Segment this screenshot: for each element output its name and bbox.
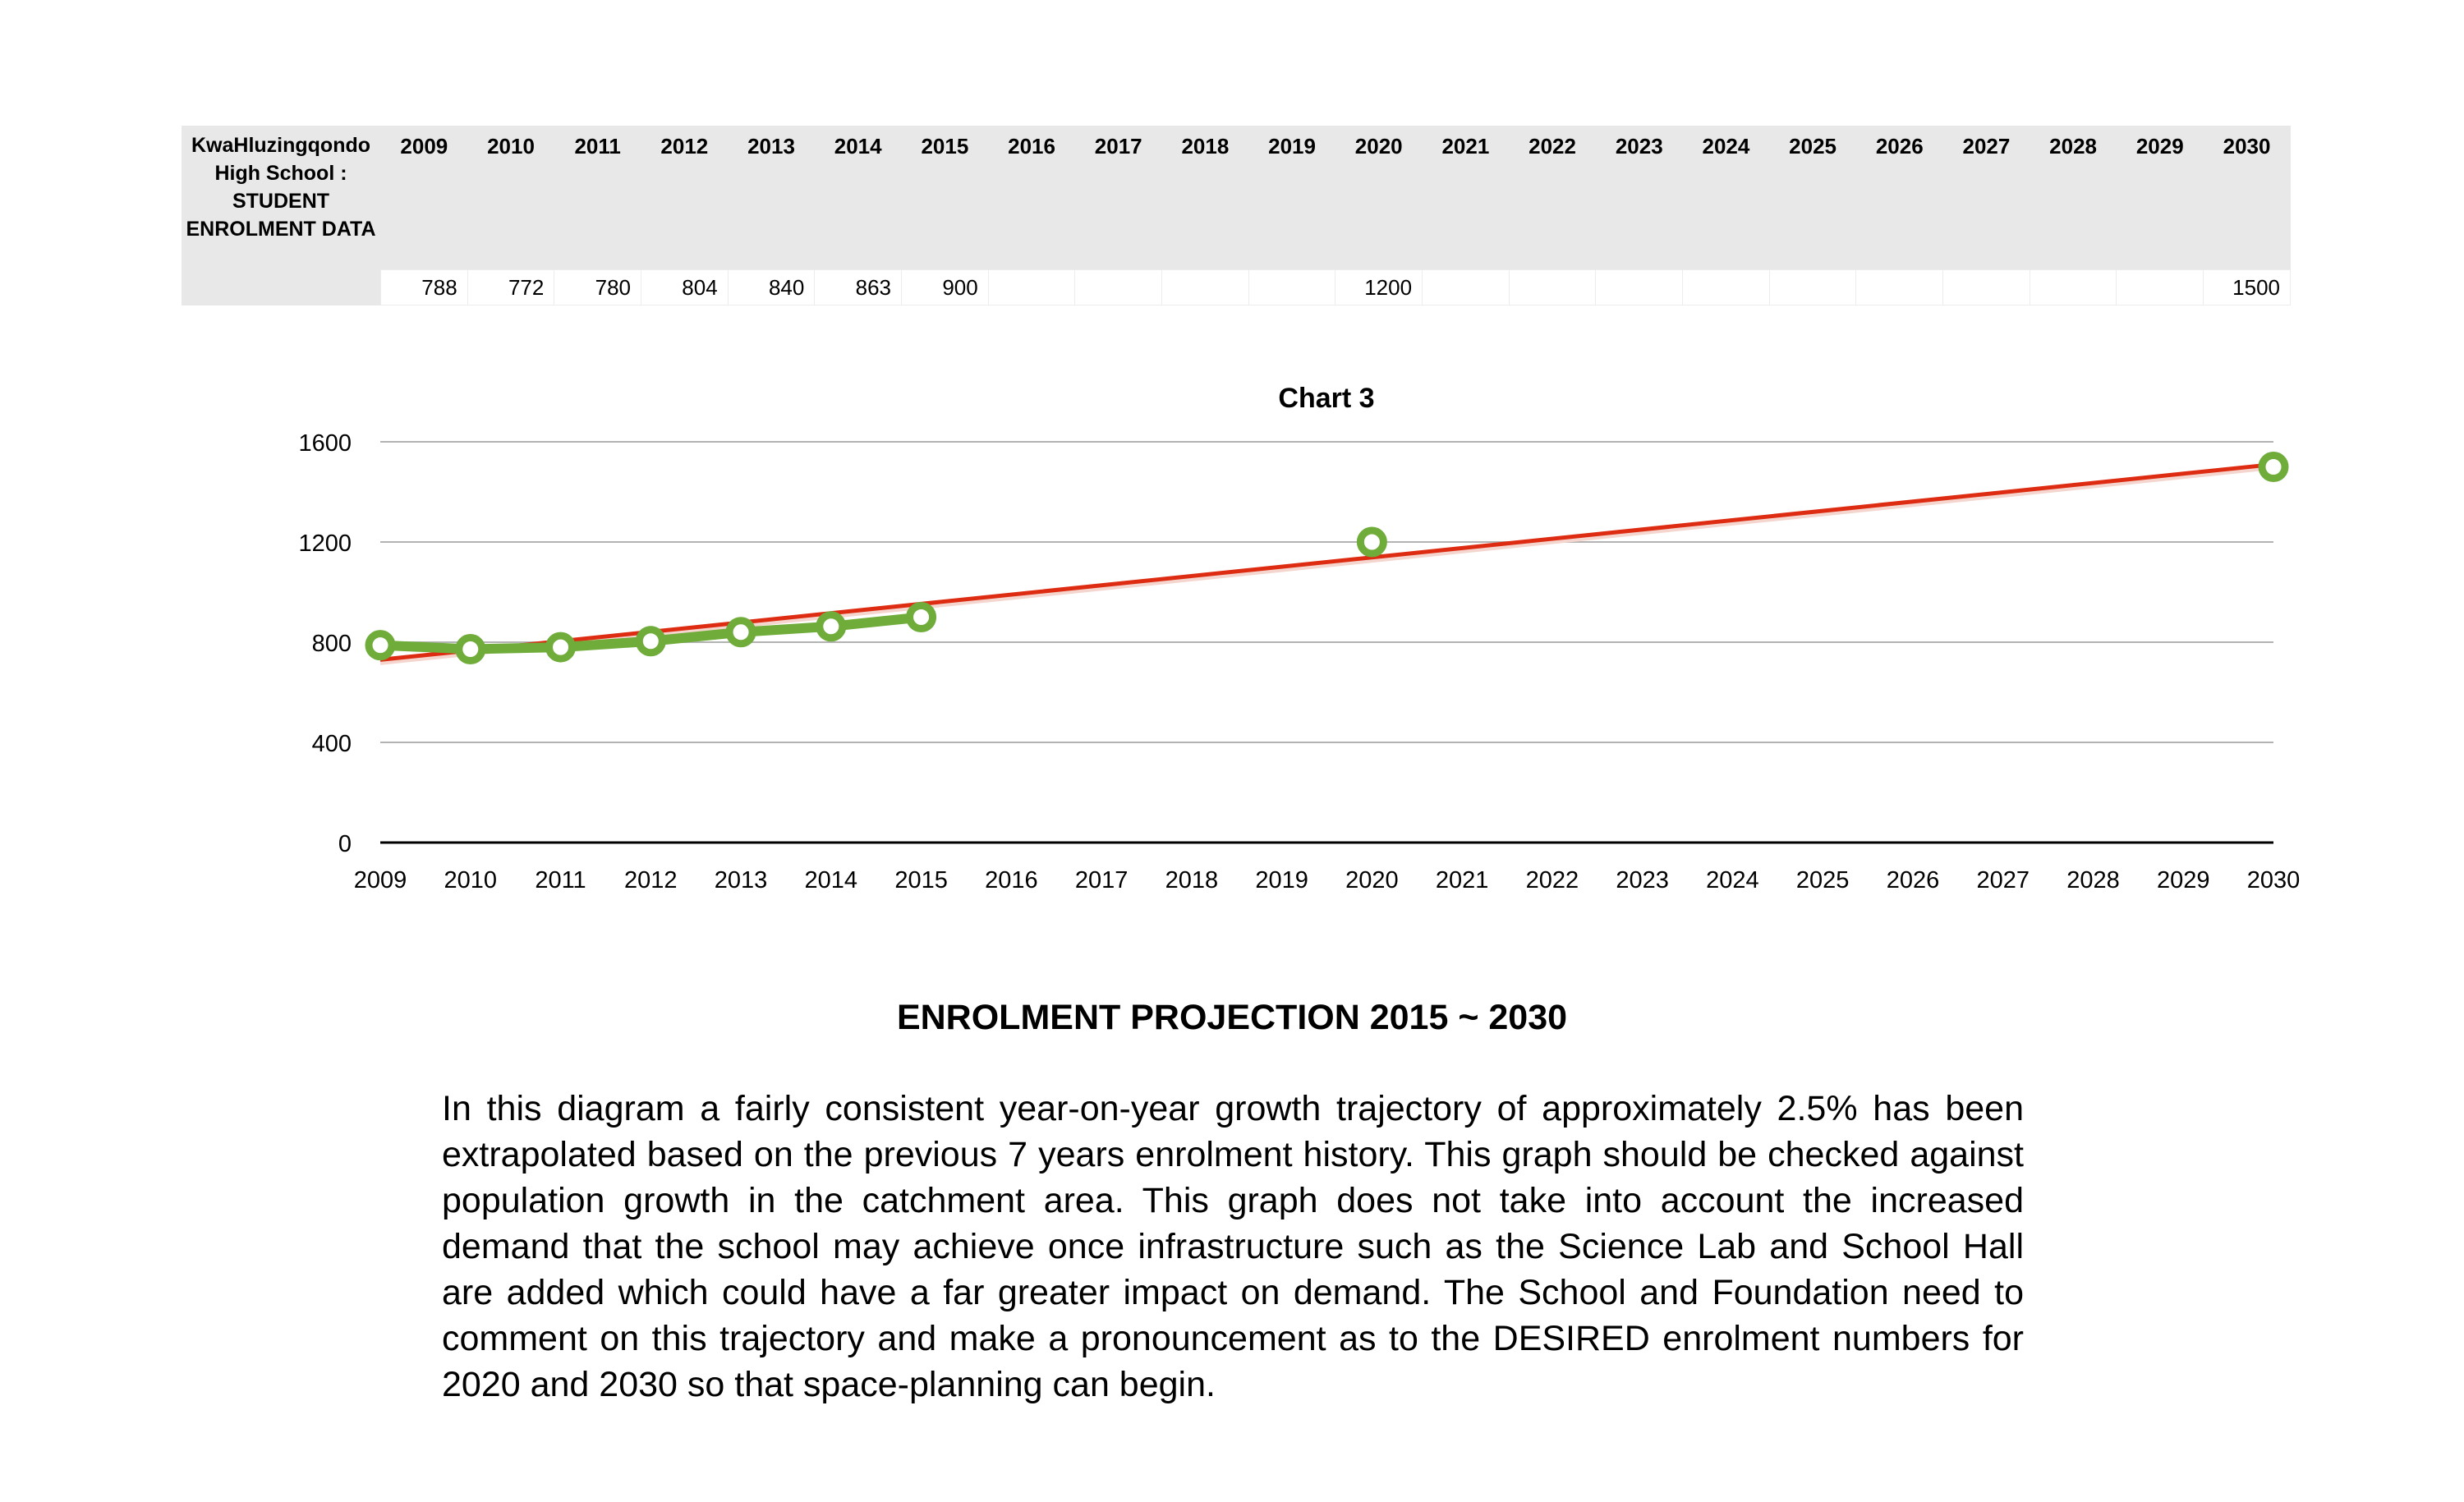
x-tick-label: 2023	[1616, 867, 1669, 893]
chart-y-tick-labels: 0 400 800 1200 1600	[298, 430, 352, 857]
table-year-header: 2021	[1422, 126, 1510, 270]
table-year-header: 2029	[2116, 126, 2204, 270]
table-value-cell	[1508, 269, 1597, 305]
table-year-header: 2013	[728, 126, 815, 270]
data-point-marker	[455, 634, 486, 665]
x-tick-label: 2010	[444, 867, 498, 893]
x-tick-label: 2020	[1345, 867, 1399, 893]
x-tick-label: 2024	[1706, 867, 1759, 893]
table-value-cell	[2116, 269, 2204, 305]
data-point-marker	[906, 602, 937, 632]
table-year-header: 2011	[554, 126, 641, 270]
table-year-header: 2023	[1595, 126, 1683, 270]
table-value-cell	[1074, 269, 1163, 305]
x-tick-label: 2012	[624, 867, 678, 893]
table-year-header: 2028	[2030, 126, 2117, 270]
table-header-row: KwaHluzingqondo High School : STUDENT EN…	[182, 126, 2291, 305]
table-value-cell: 1500	[2203, 269, 2291, 305]
table-value-cell: 804	[641, 269, 729, 305]
x-tick-label: 2019	[1255, 867, 1308, 893]
y-tick-label: 400	[312, 731, 352, 757]
x-tick-label: 2021	[1436, 867, 1489, 893]
enrolment-line-chart: Chart 3 0 400 800 1200 1600 2009 2010 2011 2012…	[298, 383, 2301, 893]
table-value-cell: 788	[380, 269, 468, 305]
table-value-cell	[1595, 269, 1684, 305]
table-year-header: 2026	[1855, 126, 1943, 270]
projection-paragraph: In this diagram a fairly consistent year…	[442, 1089, 2024, 1404]
data-point-marker	[365, 630, 396, 661]
table-year-header: 2030	[2203, 126, 2291, 270]
enrolment-data-table: KwaHluzingqondo High School : STUDENT EN…	[182, 126, 2291, 305]
data-point-marker	[1356, 526, 1387, 558]
x-tick-label: 2027	[1976, 867, 2030, 893]
table-value-cell	[1768, 269, 1857, 305]
x-tick-label: 2022	[1526, 867, 1579, 893]
table-value-cell	[1682, 269, 1770, 305]
chart-x-tick-labels: 2009 2010 2011 2012 2013 2014 2015 2016 2017 2018…	[354, 867, 2301, 893]
x-tick-label: 2015	[894, 867, 948, 893]
table-year-header: 2010	[467, 126, 554, 270]
table-value-cell	[1161, 269, 1249, 305]
data-point-marker	[545, 632, 577, 663]
x-tick-label: 2025	[1796, 867, 1850, 893]
chart-trendline	[379, 462, 2274, 665]
x-tick-label: 2013	[715, 867, 768, 893]
table-value-cell: 772	[467, 269, 555, 305]
table-year-header: 2027	[1942, 126, 2030, 270]
x-tick-label: 2030	[2247, 867, 2301, 893]
x-tick-label: 2016	[985, 867, 1038, 893]
table-year-header: 2022	[1509, 126, 1596, 270]
chart-title: Chart 3	[1278, 383, 1374, 414]
table-year-header: 2015	[901, 126, 989, 270]
table-value-cell: 1200	[1335, 269, 1423, 305]
x-tick-label: 2014	[805, 867, 858, 893]
chart-gridlines	[380, 441, 2273, 844]
table-year-header: 2016	[988, 126, 1075, 270]
x-tick-label: 2026	[1887, 867, 1940, 893]
table-year-header: 2020	[1335, 126, 1423, 270]
x-tick-label: 2028	[2066, 867, 2120, 893]
y-tick-label: 1600	[298, 430, 352, 457]
table-year-header: 2012	[641, 126, 729, 270]
table-year-header: 2009	[380, 126, 468, 270]
x-tick-label: 2009	[354, 867, 407, 893]
data-point-marker	[725, 617, 756, 648]
table-header-label: KwaHluzingqondo High School : STUDENT EN…	[182, 126, 381, 305]
table-value-cell	[1422, 269, 1510, 305]
y-tick-label: 0	[338, 831, 352, 857]
table-year-header: 2025	[1769, 126, 1856, 270]
table-year-header: 2017	[1074, 126, 1162, 270]
table-year-header: 2024	[1682, 126, 1770, 270]
data-point-marker	[816, 611, 847, 642]
table-value-cell	[1942, 269, 2030, 305]
table-value-cell: 780	[554, 269, 642, 305]
data-point-marker	[2258, 452, 2289, 482]
x-tick-label: 2011	[535, 867, 586, 893]
table-value-cell: 900	[901, 269, 989, 305]
trendline	[379, 462, 2274, 662]
table-value-cell	[2029, 269, 2117, 305]
x-tick-label: 2029	[2157, 867, 2210, 893]
projection-heading: ENROLMENT PROJECTION 2015 ~ 2030	[896, 998, 1568, 1037]
table-values-row: 788 772 780 804 840 863 900 1200 1500	[182, 269, 2291, 305]
enrolment-table: KwaHluzingqondo High School : STUDENT EN…	[182, 126, 2291, 305]
x-tick-label: 2017	[1075, 867, 1129, 893]
trendline-shadow	[379, 465, 2274, 665]
y-tick-label: 1200	[298, 531, 352, 557]
table-year-header: 2014	[814, 126, 902, 270]
table-value-cell	[1855, 269, 1944, 305]
table-year-header: 2018	[1161, 126, 1249, 270]
table-year-header: 2019	[1248, 126, 1335, 270]
table-value-cell	[987, 269, 1076, 305]
x-tick-label: 2018	[1165, 867, 1219, 893]
table-value-cell	[1248, 269, 1336, 305]
data-point-marker	[635, 626, 666, 657]
chart-series	[365, 452, 2289, 665]
y-tick-label: 800	[312, 631, 352, 657]
table-value-cell: 840	[727, 269, 816, 305]
table-value-cell: 863	[814, 269, 903, 305]
